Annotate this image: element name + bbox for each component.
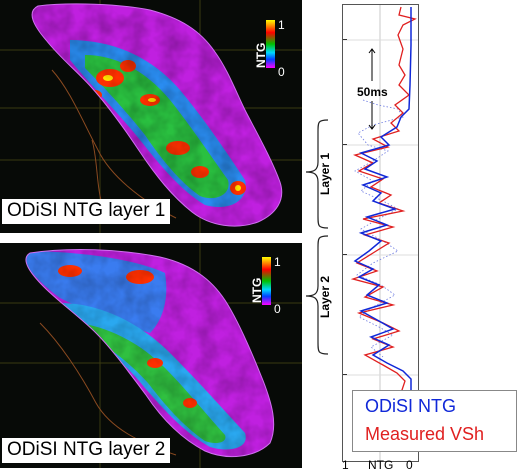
- vsh-dotted-curve: [354, 99, 404, 358]
- colorbar: [262, 257, 271, 305]
- colorbar-max-label: 1: [278, 18, 285, 32]
- measured-vsh-curve: [350, 6, 417, 394]
- layer-1-label: Layer 1: [318, 152, 332, 196]
- odisi-ntg-curve: [353, 7, 412, 393]
- well-log-curves: [343, 5, 418, 461]
- ntg-map-layer-2: NTG 1 0 ODiSI NTG layer 2: [0, 243, 302, 468]
- log-legend: ODiSI NTG Measured VSh: [352, 390, 517, 452]
- axis-label-left: 1: [342, 458, 349, 472]
- ntg-map-layer-2-image: [0, 243, 302, 468]
- colorbar-min-label: 0: [274, 302, 281, 316]
- colorbar-max-label: 1: [274, 255, 281, 269]
- axis-label-right: 0: [406, 458, 413, 472]
- colorbar-min-label: 0: [278, 65, 285, 79]
- ntg-map-layer-1-image: [0, 0, 302, 233]
- map-caption: ODiSI NTG layer 2: [2, 438, 171, 463]
- map-caption: ODiSI NTG layer 1: [2, 199, 171, 224]
- legend-measured-vsh: Measured VSh: [365, 424, 485, 444]
- layer-braces: [305, 119, 329, 355]
- colorbar: [266, 20, 275, 68]
- legend-odisi-ntg: ODiSI NTG: [365, 396, 457, 416]
- axis-label-center: NTG: [368, 458, 394, 472]
- colorbar-title: NTG: [250, 277, 264, 303]
- colorbar-title: NTG: [254, 42, 268, 68]
- well-log-panel: [342, 4, 419, 462]
- ntg-map-layer-1: NTG 1 0 ODiSI NTG layer 1: [0, 0, 302, 233]
- time-scale-annotation: 50ms: [357, 85, 388, 99]
- layer-2-label: Layer 2: [318, 275, 332, 319]
